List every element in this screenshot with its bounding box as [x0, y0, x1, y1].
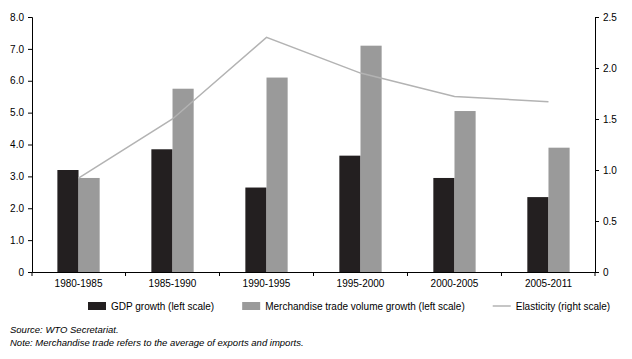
- tick: 7.0: [10, 44, 32, 55]
- legend-swatch: [88, 302, 106, 310]
- tick-label: 4.0: [10, 139, 24, 150]
- tick-label: 2000-2005: [431, 278, 479, 289]
- bar: [360, 46, 381, 272]
- tick-label: 2.0: [10, 203, 24, 214]
- category-separator: [125, 272, 126, 276]
- tick-label: 0.5: [603, 216, 617, 227]
- tick: 8.0: [10, 12, 32, 23]
- tick-label: 1.0: [10, 235, 24, 246]
- category-separator: [501, 272, 502, 276]
- tick-label: 1980-1985: [55, 278, 103, 289]
- tick-label: 8.0: [10, 12, 24, 23]
- tick-mark: [595, 272, 599, 273]
- tick: 2005-2011: [525, 272, 573, 289]
- tick-mark: [595, 119, 599, 120]
- bar: [527, 197, 548, 272]
- tick: 3.0: [10, 171, 32, 182]
- tick-label: 2.0: [603, 63, 617, 74]
- marks: [57, 37, 569, 272]
- bar: [57, 170, 78, 272]
- tick: 0.5: [595, 216, 617, 227]
- legend: GDP growth (left scale) Merchandise trade…: [88, 301, 610, 312]
- legend-item: Elasticity (right scale): [493, 301, 610, 312]
- category-separator: [32, 272, 33, 276]
- chart: 0 1.0 2.0 3.0 4.0 5.0 6.0 7.0 8.0 0 0.5 1.0 1.5 2.0 2.…: [0, 0, 632, 359]
- tick-label: 7.0: [10, 44, 24, 55]
- tick: 0: [18, 267, 32, 278]
- tick-label: 2.5: [603, 12, 617, 23]
- tick: 1.0: [10, 235, 32, 246]
- tick: 0: [595, 267, 609, 278]
- tick-mark: [28, 145, 32, 146]
- tick-label: 1995-2000: [337, 278, 385, 289]
- line: [79, 37, 549, 178]
- tick-label: 6.0: [10, 75, 24, 86]
- tick-label: 3.0: [10, 171, 24, 182]
- tick-label: 1.5: [603, 114, 617, 125]
- tick-mark: [595, 68, 599, 69]
- bar: [454, 111, 475, 272]
- tick: 1980-1985: [55, 272, 103, 289]
- tick-mark: [28, 240, 32, 241]
- category-separator: [407, 272, 408, 276]
- bar: [433, 178, 454, 272]
- tick-mark: [28, 272, 32, 273]
- tick-mark: [28, 113, 32, 114]
- tick: 1.5: [595, 114, 617, 125]
- y-axis: 0 1.0 2.0 3.0 4.0 5.0 6.0 7.0 8.0: [10, 12, 32, 278]
- tick: 1995-2000: [337, 272, 385, 289]
- legend-item: Merchandise trade volume growth (left sc…: [242, 301, 465, 312]
- legend-label: GDP growth (left scale): [111, 301, 214, 312]
- legend-label: Merchandise trade volume growth (left sc…: [265, 301, 465, 312]
- tick-mark: [28, 176, 32, 177]
- legend-label: Elasticity (right scale): [516, 301, 610, 312]
- tick: 5.0: [10, 107, 32, 118]
- bar: [339, 156, 360, 272]
- category-separator: [219, 272, 220, 276]
- tick-label: 0: [603, 267, 609, 278]
- tick-label: 1.0: [603, 165, 617, 176]
- tick-mark: [28, 81, 32, 82]
- legend-swatch: [493, 305, 511, 307]
- bar-series: [79, 46, 570, 272]
- category-separator: [595, 272, 596, 276]
- tick-label: 1990-1995: [243, 278, 291, 289]
- tick-label: 5.0: [10, 107, 24, 118]
- tick: 2.0: [10, 203, 32, 214]
- axis-line: [596, 18, 600, 273]
- tick: 6.0: [10, 75, 32, 86]
- x-axis: 1980-1985 1985-1990 1990-1995 1995-2000 2000…: [32, 272, 596, 289]
- category-separator: [313, 272, 314, 276]
- tick-mark: [28, 17, 32, 18]
- tick-label: 2005-2011: [525, 278, 573, 289]
- tick-mark: [595, 170, 599, 171]
- legend-item: GDP growth (left scale): [88, 301, 214, 312]
- annotation: Note: Merchandise trade refers to the av…: [10, 337, 304, 348]
- tick-label: 1985-1990: [149, 278, 197, 289]
- y2-axis: 0 0.5 1.0 1.5 2.0 2.5: [595, 12, 617, 278]
- bar: [151, 149, 172, 272]
- axis-line: [28, 18, 33, 273]
- bar: [267, 78, 288, 272]
- legend-swatch: [242, 302, 260, 310]
- tick-mark: [28, 208, 32, 209]
- tick: 2.5: [595, 12, 617, 23]
- tick-mark: [28, 49, 32, 50]
- tick: 1.0: [595, 165, 617, 176]
- tick: 1985-1990: [149, 272, 197, 289]
- tick: 2000-2005: [431, 272, 479, 289]
- bar: [245, 188, 266, 272]
- tick-mark: [595, 17, 599, 18]
- tick-label: 0: [18, 267, 24, 278]
- plot: 0 1.0 2.0 3.0 4.0 5.0 6.0 7.0 8.0 0 0.5 1.0 1.5 2.0 2.…: [10, 12, 617, 289]
- bar: [79, 178, 100, 272]
- tick-mark: [595, 221, 599, 222]
- annotation: Source: WTO Secretariat.: [10, 324, 119, 335]
- tick: 4.0: [10, 139, 32, 150]
- bar: [548, 148, 569, 272]
- tick: 2.0: [595, 63, 617, 74]
- tick: 1990-1995: [243, 272, 291, 289]
